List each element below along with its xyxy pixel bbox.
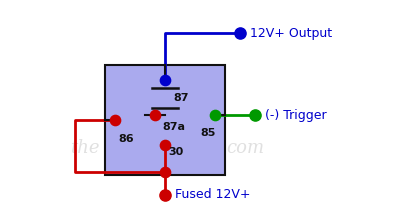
Text: it: it — [158, 139, 172, 157]
Text: (-) Trigger: (-) Trigger — [265, 108, 327, 121]
Text: 87a: 87a — [162, 122, 185, 132]
Text: 86: 86 — [118, 134, 134, 144]
Point — [152, 113, 158, 117]
Point — [252, 113, 258, 117]
Point — [162, 170, 168, 174]
Point — [162, 193, 168, 197]
Point — [162, 143, 168, 147]
Point — [237, 31, 243, 35]
Point — [112, 118, 118, 122]
Text: com: com — [226, 139, 264, 157]
Text: 85: 85 — [200, 128, 215, 138]
Bar — [105, 65, 225, 175]
Point — [162, 78, 168, 82]
Text: Fused 12V+: Fused 12V+ — [175, 189, 250, 202]
Text: 12V+ Output: 12V+ Output — [250, 26, 332, 40]
Point — [212, 113, 218, 117]
Text: 30: 30 — [168, 147, 183, 157]
Text: 87: 87 — [173, 93, 188, 103]
Text: the: the — [70, 139, 100, 157]
